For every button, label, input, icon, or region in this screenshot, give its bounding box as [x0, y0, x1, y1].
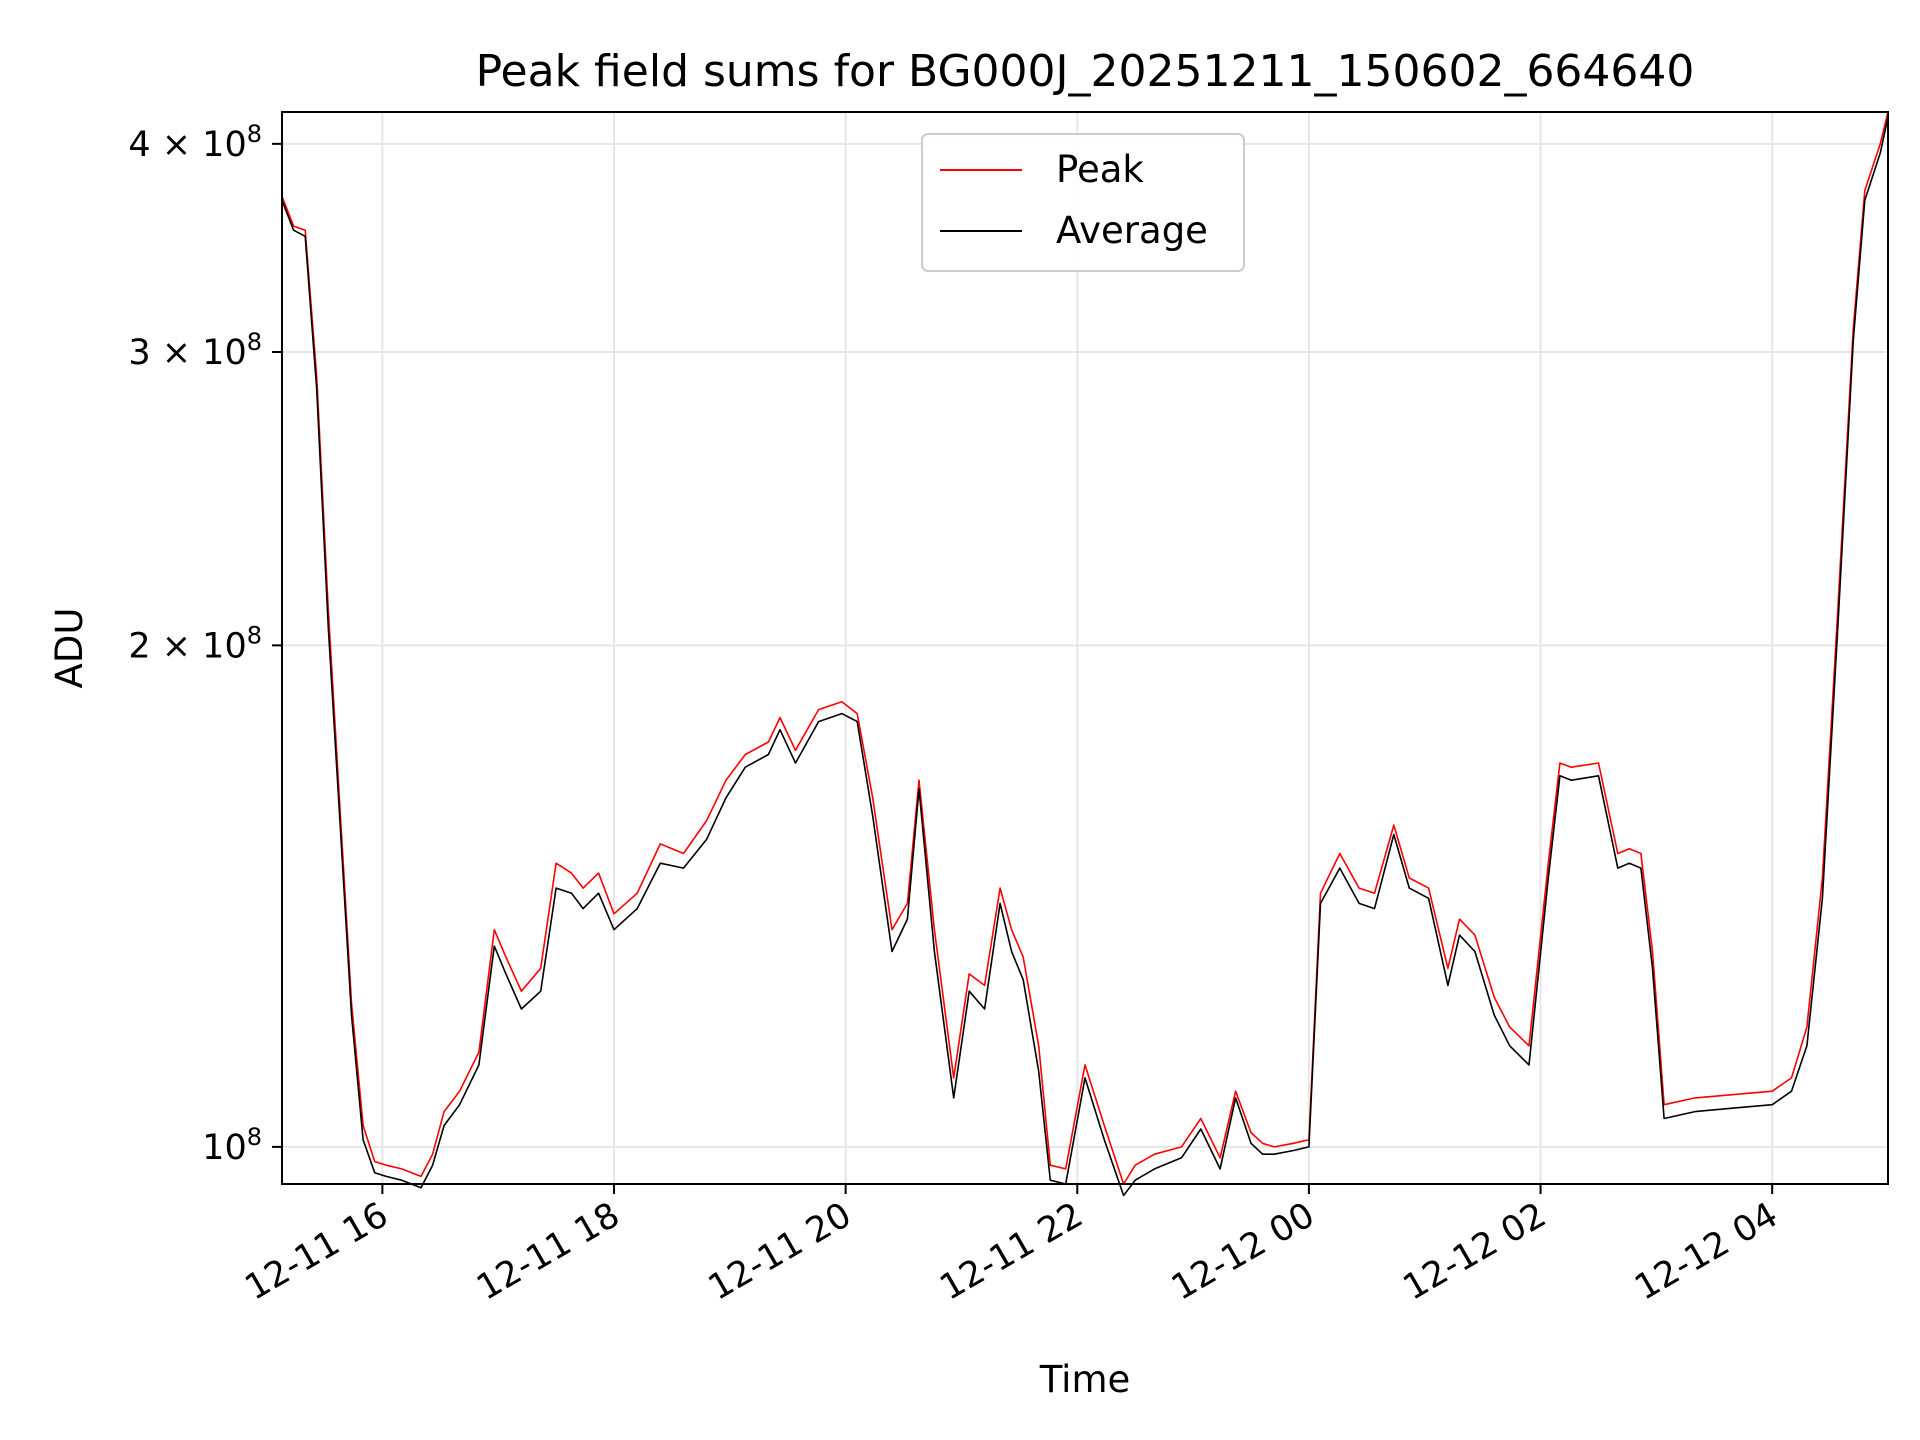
- y-axis-ticks: 108 2 × 108 3 × 108 4 × 108: [128, 120, 282, 1168]
- series-layer: [281, 111, 1889, 1197]
- legend-label-average: Average: [1056, 209, 1208, 252]
- legend-box: [921, 133, 1245, 272]
- plot-frame: [281, 111, 1889, 1185]
- y-tick-label: 3 × 108: [128, 328, 262, 373]
- legend: Peak Average: [921, 133, 1245, 272]
- series-line-peak: [281, 111, 1889, 1185]
- chart-title: Peak field sums for BG000J_20251211_1506…: [476, 46, 1695, 97]
- series-line-average: [281, 117, 1889, 1197]
- y-tick-label: 4 × 108: [128, 120, 262, 165]
- y-tick-label: 108: [202, 1123, 262, 1168]
- legend-label-peak: Peak: [1056, 148, 1144, 191]
- x-axis-label: Time: [1039, 1358, 1131, 1401]
- y-axis-label: ADU: [48, 608, 91, 689]
- y-tick-label: 2 × 108: [128, 621, 262, 666]
